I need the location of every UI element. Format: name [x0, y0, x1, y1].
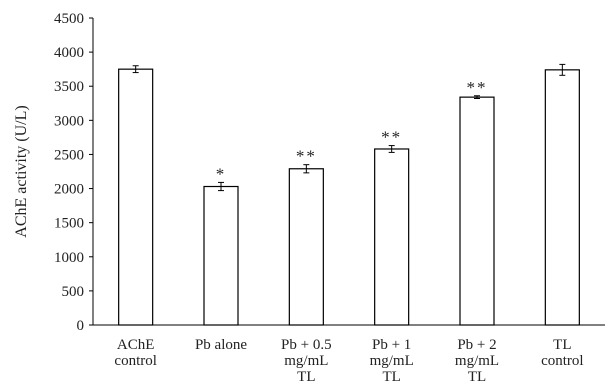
x-tick-label: mg/mL	[455, 353, 499, 369]
x-tick-label: Pb alone	[195, 337, 247, 353]
x-tick-label: TL	[553, 337, 571, 353]
x-tick-label: Pb + 2	[457, 337, 496, 353]
x-tick-label: TL	[468, 369, 486, 385]
significance-marker: **	[467, 78, 488, 97]
bars: *******	[118, 63, 580, 326]
significance-marker: **	[296, 147, 317, 166]
y-axis-ticks: 0 500 1000 1500 2000 2500 3000 3500 4000 4500	[54, 11, 93, 334]
y-tick-label: 2500	[54, 147, 84, 163]
error-bar	[474, 95, 480, 100]
error-bar	[388, 145, 395, 153]
x-tick-label: Pb + 0.5	[281, 337, 332, 353]
y-tick-label: 0	[77, 318, 85, 334]
error-bar	[303, 164, 310, 174]
significance-marker: **	[381, 128, 402, 147]
x-tick-label: control	[541, 353, 584, 369]
x-tick-label: mg/mL	[370, 353, 414, 369]
error-bar	[559, 63, 566, 76]
x-tick-label: Pb + 1	[372, 337, 411, 353]
y-tick-label: 1000	[54, 250, 84, 266]
x-tick-label: TL	[297, 369, 315, 385]
y-tick-label: 3000	[54, 113, 84, 129]
error-bar	[218, 181, 224, 192]
y-axis-title: AChE activity (U/L)	[13, 105, 30, 237]
y-tick-label: 4000	[54, 45, 84, 61]
x-tick-label: TL	[383, 369, 401, 385]
x-tick-label: control	[114, 353, 157, 369]
x-tick-label: mg/mL	[284, 353, 328, 369]
bar	[203, 185, 239, 326]
significance-marker: *	[216, 164, 227, 183]
bar	[288, 168, 324, 326]
y-tick-label: 4500	[54, 11, 84, 27]
x-tick-label: AChE	[117, 337, 155, 353]
bar	[374, 148, 410, 326]
error-bar	[132, 65, 139, 74]
bar	[544, 69, 580, 326]
y-tick-label: 1500	[54, 216, 84, 232]
y-tick-label: 2000	[54, 182, 84, 198]
y-tick-label: 3500	[54, 79, 84, 95]
y-tick-label: 500	[62, 284, 85, 300]
bar	[118, 68, 154, 326]
bar	[459, 96, 495, 326]
